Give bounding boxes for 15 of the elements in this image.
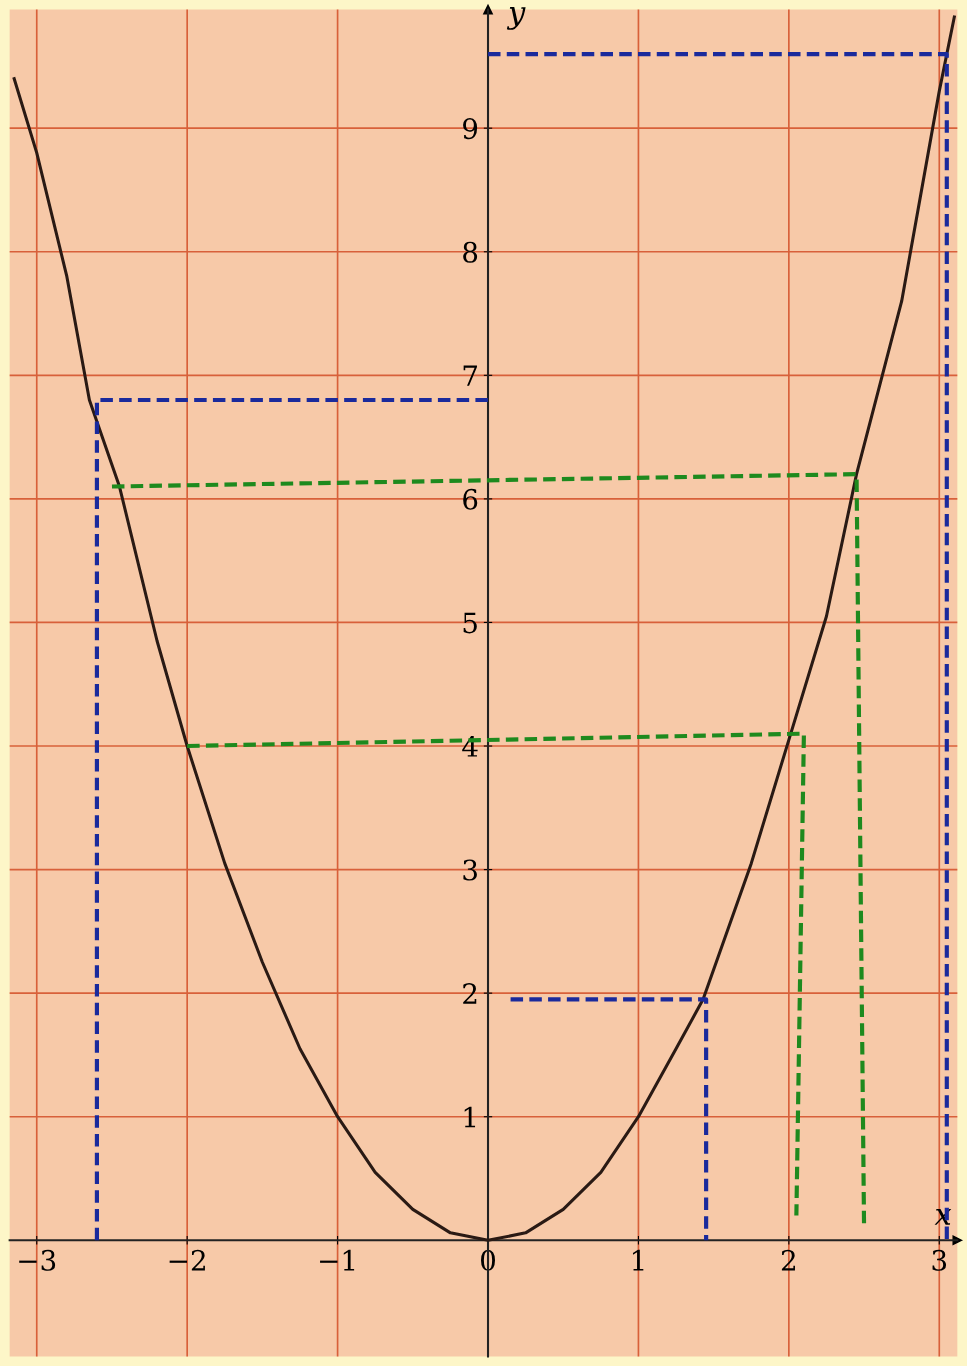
x-tick-label: −1 [320,1249,355,1271]
y-tick-label: 3 [463,859,477,881]
x-tick-label: 3 [932,1249,947,1271]
x-tick-label: 2 [781,1249,795,1271]
y-tick-label: 1 [464,1106,476,1128]
x-tick-label: −3 [19,1249,56,1271]
y-tick-label: 2 [463,983,477,1004]
y-tick-label: 8 [463,241,478,263]
y-axis-title: y [506,7,526,30]
y-tick-label: 7 [463,365,477,386]
y-tick-label: 6 [463,488,478,510]
y-tick-label: 5 [463,612,477,634]
y-tick-label: 9 [463,118,478,140]
x-tick-label: −2 [169,1249,205,1271]
x-tick-label: 1 [632,1249,644,1271]
